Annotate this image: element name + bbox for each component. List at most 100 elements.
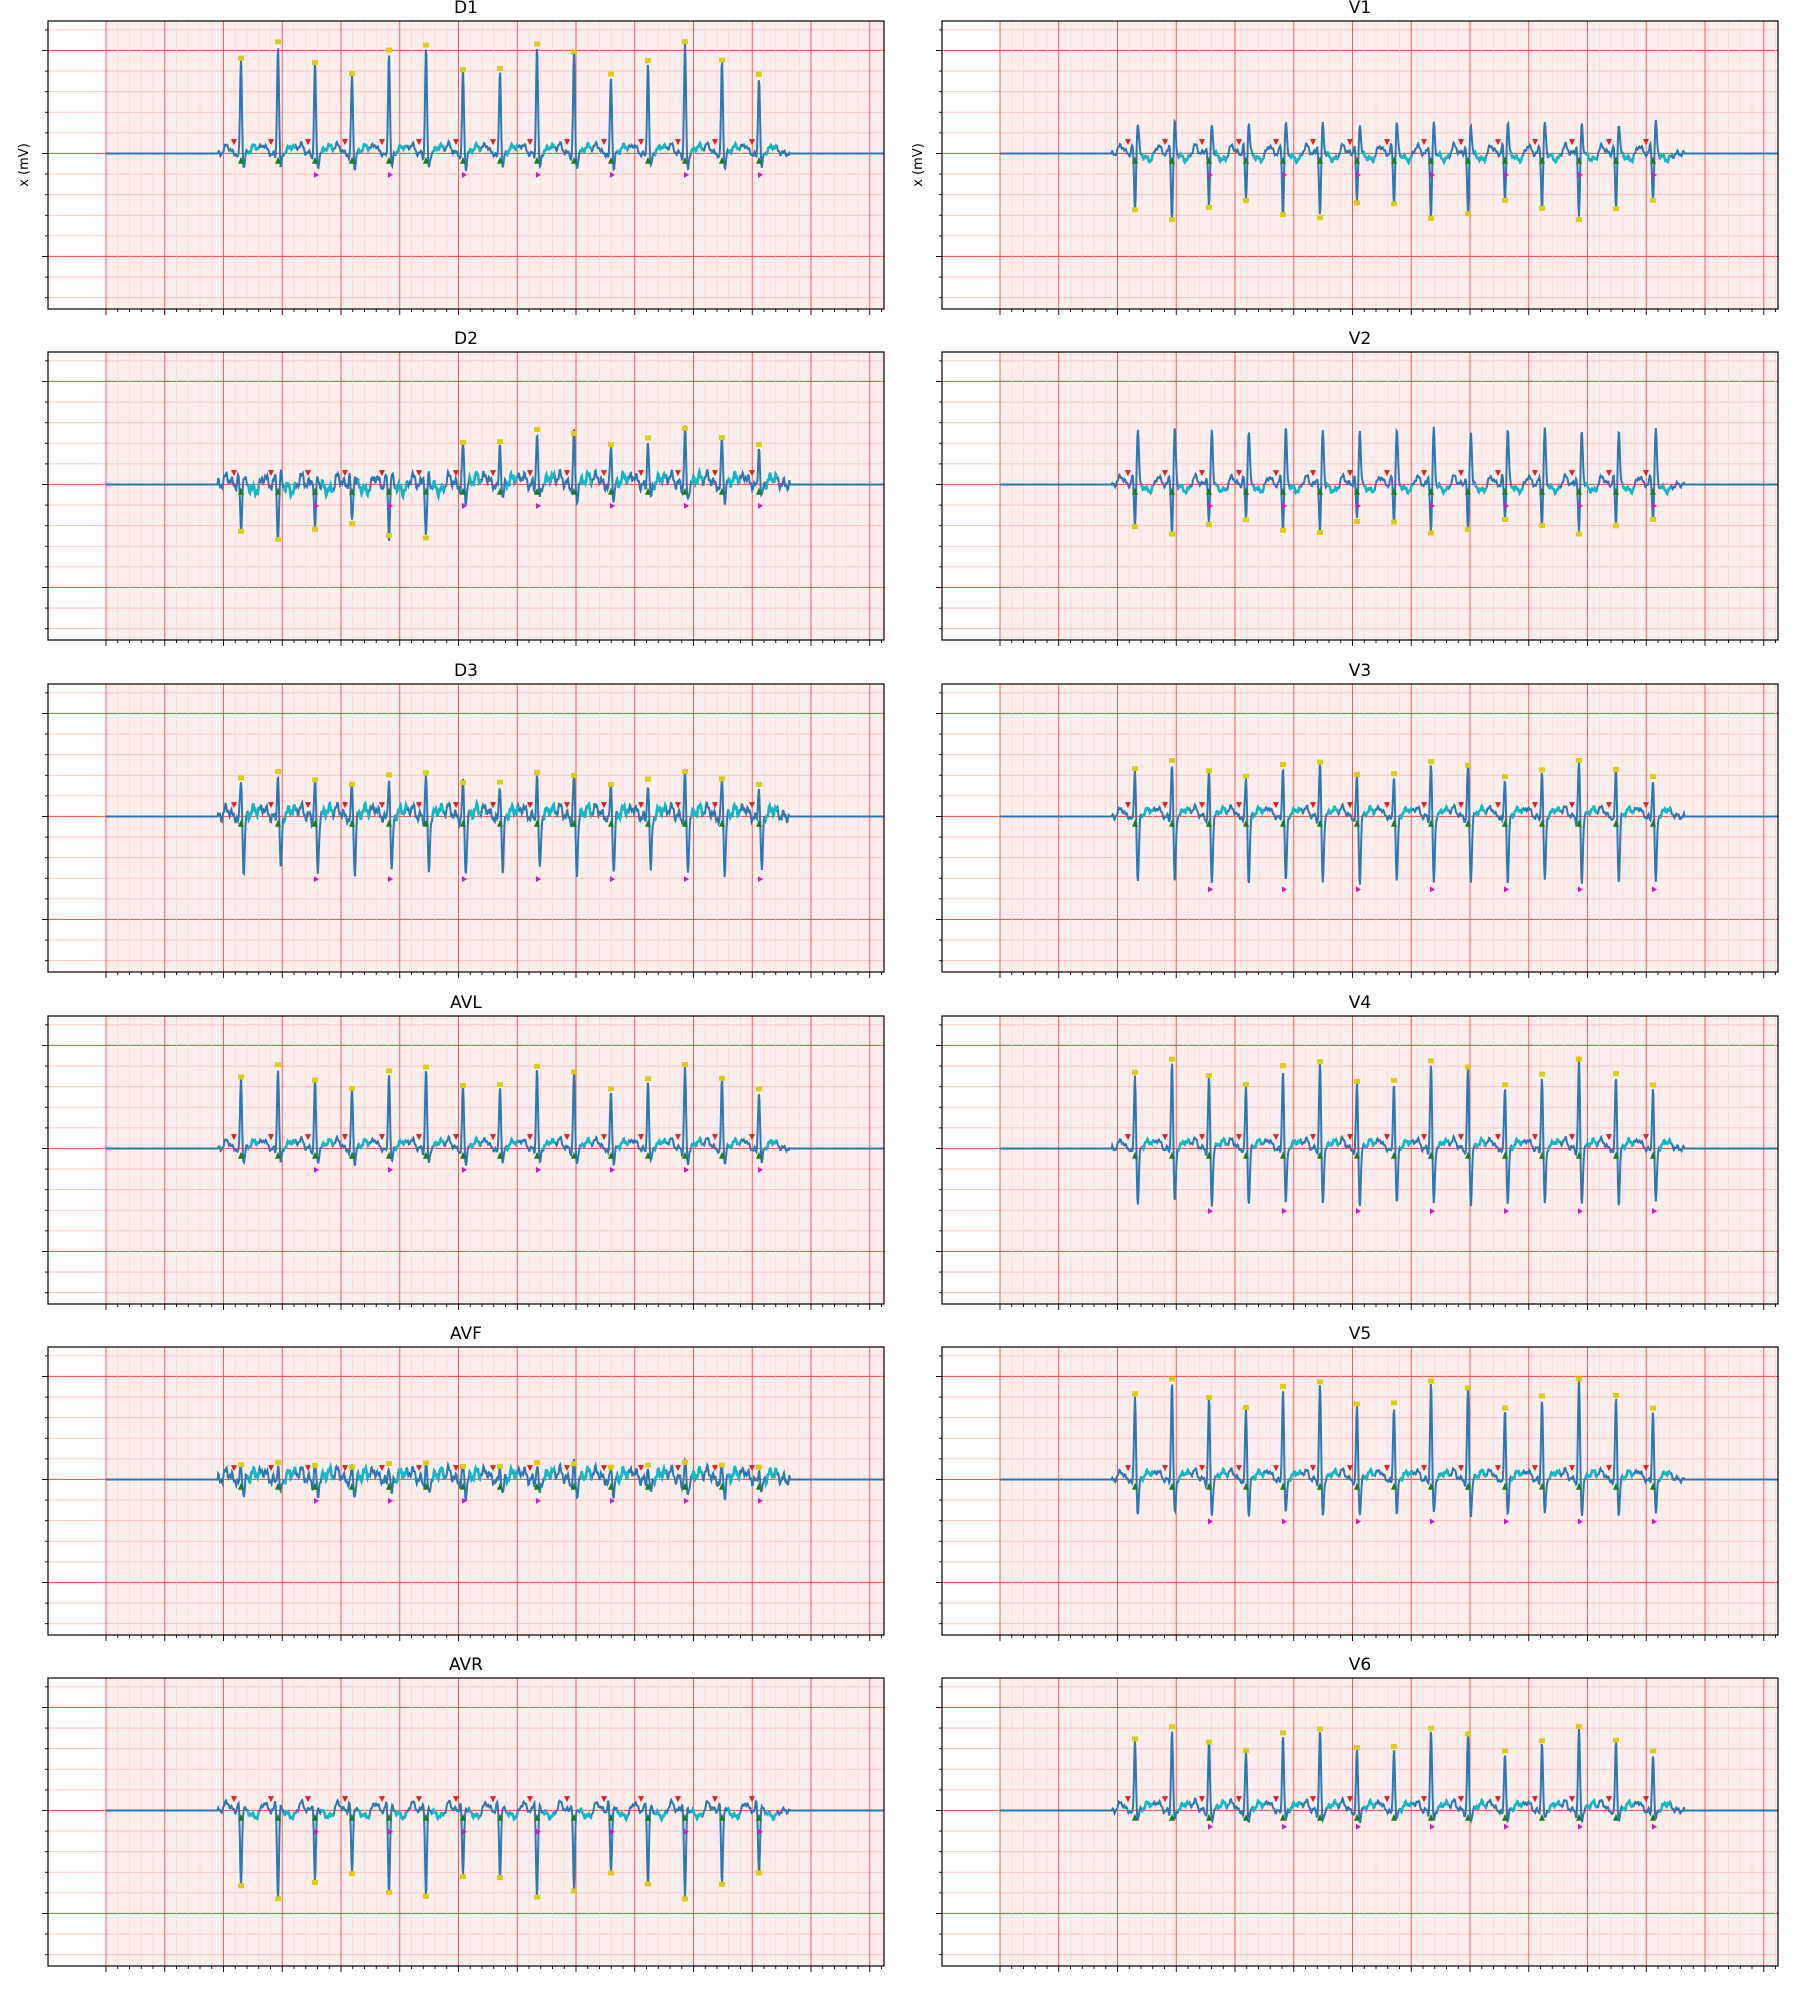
qrs-onset-marker (423, 1151, 429, 1159)
qrs-onset-marker (1391, 1482, 1397, 1490)
qrs-peak-marker (1132, 766, 1138, 772)
x-axis-ticks (999, 640, 1776, 646)
qrs-onset-marker (460, 1813, 466, 1821)
p-wave-marker (601, 1134, 607, 1141)
p-wave-marker (527, 1796, 533, 1803)
p-wave-marker (1273, 802, 1279, 809)
qrs-onset-marker (645, 819, 651, 827)
ecg-grid (48, 1678, 884, 1966)
qrs-onset-marker (1354, 487, 1360, 495)
qrs-peak-marker (682, 39, 688, 45)
qrs-onset-marker (571, 1482, 577, 1490)
p-wave-marker (1421, 802, 1427, 809)
st-segment (690, 1806, 704, 1823)
s-wave-marker (1578, 171, 1583, 178)
qrs-peak-marker (1428, 530, 1434, 536)
panel-frame (47, 1015, 885, 1305)
qrs-peak-marker (1576, 757, 1582, 763)
fiducial-markers (1125, 470, 1657, 537)
st-segment (616, 1136, 630, 1152)
st-segment (1547, 1799, 1562, 1813)
fiducial-markers (231, 39, 763, 178)
qrs-peak-marker (645, 1881, 651, 1887)
p-wave-marker (453, 470, 459, 477)
qrs-onset-marker (460, 1482, 466, 1490)
st-segment (542, 1808, 557, 1821)
qrs-peak-marker (719, 1462, 725, 1468)
qrs-onset-marker (682, 487, 688, 495)
st-segment (246, 803, 260, 824)
st-segment (1621, 1798, 1635, 1813)
qrs-onset-marker (1243, 1151, 1249, 1159)
s-wave-marker (1504, 1518, 1509, 1525)
st-segment (1214, 1136, 1228, 1148)
qrs-peak-marker (1539, 1738, 1545, 1744)
p-wave-marker (1310, 1796, 1316, 1803)
st-segment (1251, 483, 1266, 495)
qrs-onset-marker (1280, 1151, 1286, 1159)
qrs-onset-marker (1613, 1482, 1619, 1490)
p-wave-marker (1606, 1465, 1612, 1472)
qrs-peak-marker (1206, 522, 1212, 528)
ecg-panel-avr: AVR (42, 1655, 885, 1972)
qrs-peak-marker (534, 769, 540, 775)
qrs-peak-marker (275, 1896, 281, 1902)
qrs-onset-marker (349, 487, 355, 495)
y-axis-ticks (936, 1355, 942, 1625)
qrs-onset-marker (1132, 156, 1138, 164)
qrs-peak-marker (497, 779, 503, 785)
p-wave-marker (1384, 1134, 1390, 1141)
p-wave-marker (1421, 1465, 1427, 1472)
p-wave-marker (1643, 1796, 1649, 1803)
p-wave-marker (601, 139, 607, 146)
st-segment (1510, 804, 1524, 820)
x-axis-ticks (105, 640, 882, 646)
qrs-onset-marker (1169, 1151, 1175, 1159)
p-wave-marker (1421, 139, 1427, 146)
st-segment (504, 1462, 519, 1488)
p-wave-marker (231, 470, 237, 477)
qrs-peak-marker (571, 1069, 577, 1075)
p-wave-marker (1236, 470, 1242, 477)
ecg-signal-line (1000, 426, 1778, 534)
p-wave-marker (1347, 139, 1353, 146)
p-wave-marker (1273, 1796, 1279, 1803)
qrs-onset-marker (1576, 1813, 1582, 1821)
fiducial-markers (1125, 1056, 1657, 1215)
st-segment (1585, 804, 1599, 818)
p-wave-marker (712, 1796, 718, 1803)
ecg-signal-line (106, 42, 884, 172)
y-axis-ticks (936, 1024, 942, 1294)
st-segment (467, 140, 482, 156)
st-segment (1436, 149, 1450, 166)
x-axis-ticks (999, 1635, 1776, 1641)
st-segment (393, 799, 408, 822)
qrs-peak-marker (1132, 524, 1138, 530)
p-wave-marker (1458, 470, 1464, 477)
qrs-peak-marker (1502, 516, 1508, 522)
qrs-peak-marker (497, 65, 503, 71)
x-axis-ticks (999, 1304, 1776, 1310)
qrs-peak-marker (1280, 527, 1286, 533)
p-wave-marker (564, 1465, 570, 1472)
p-wave-marker (1532, 139, 1538, 146)
st-segment (689, 1135, 704, 1149)
qrs-peak-marker (645, 1462, 651, 1468)
qrs-peak-marker (1317, 759, 1323, 765)
qrs-onset-marker (1613, 487, 1619, 495)
p-wave-marker (268, 1465, 274, 1472)
p-wave-marker (675, 139, 681, 146)
s-wave-marker (610, 502, 615, 509)
st-segment (1510, 1799, 1524, 1813)
s-wave-marker (1504, 1208, 1509, 1215)
ecg-panel-v3: V3 (936, 661, 1779, 978)
st-segment (356, 479, 371, 499)
qrs-onset-marker (1169, 1482, 1175, 1490)
s-wave-marker (388, 1166, 393, 1173)
s-wave-marker (1356, 502, 1361, 509)
st-segment (1584, 151, 1598, 163)
p-wave-marker (342, 470, 348, 477)
qrs-peak-marker (534, 427, 540, 433)
qrs-peak-marker (1243, 773, 1249, 779)
s-wave-marker (462, 876, 467, 883)
